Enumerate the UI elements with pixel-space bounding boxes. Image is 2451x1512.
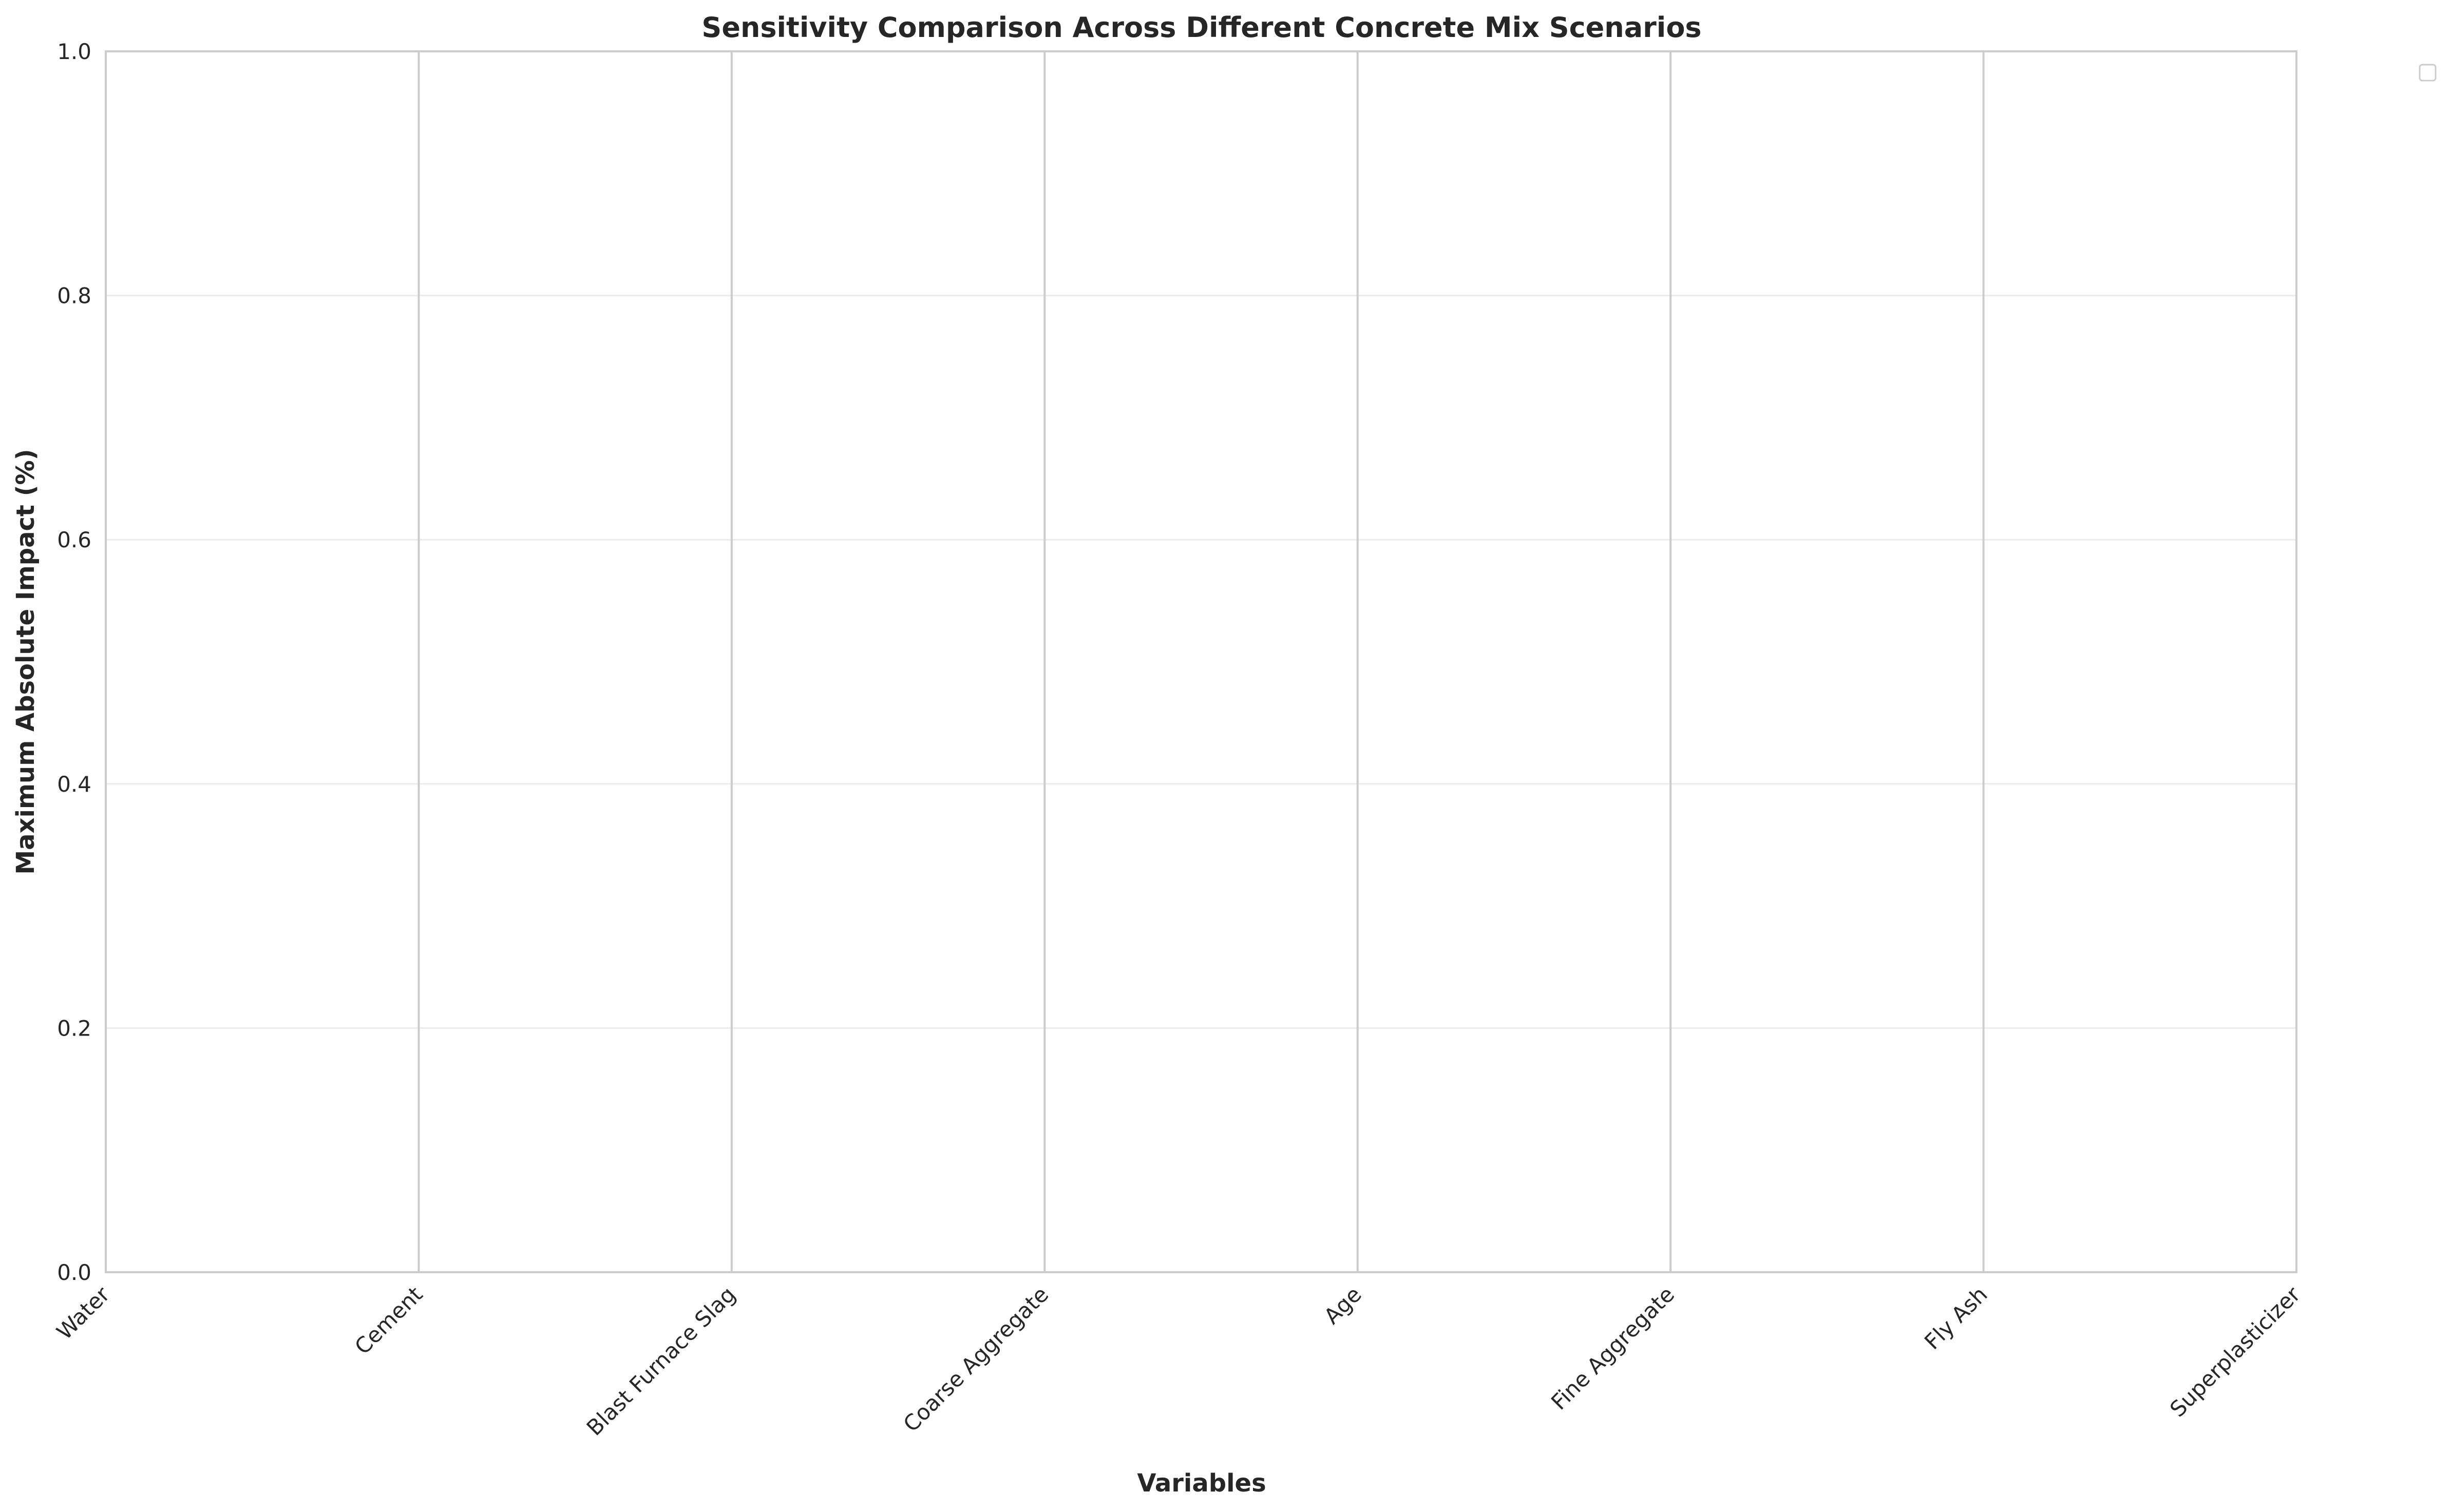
legend-box [2419, 64, 2437, 82]
x-tick-label: Fly Ash [1920, 1281, 1992, 1354]
chart-title: Sensitivity Comparison Across Different … [701, 11, 1701, 44]
x-axis-label: Variables [1137, 1469, 1266, 1498]
x-tick-label: Fine Aggregate [1546, 1281, 1679, 1414]
x-tick-label: Coarse Aggregate [898, 1281, 1053, 1437]
x-tick-label: Age [1319, 1281, 1366, 1329]
y-tick-label: 0.8 [57, 283, 91, 309]
y-axis-ticks: 0.0 0.2 0.4 0.6 0.8 1.0 [57, 39, 91, 1285]
x-tick-label: Water [52, 1281, 115, 1345]
y-tick-label: 0.2 [57, 1016, 91, 1041]
vertical-gridlines [417, 51, 1985, 1272]
y-tick-label: 0.4 [57, 772, 91, 797]
horizontal-gridlines [106, 295, 2296, 1029]
y-tick-label: 1.0 [57, 39, 91, 64]
y-axis-label: Maximum Absolute Impact (%) [11, 449, 40, 874]
x-tick-label: Cement [350, 1281, 427, 1359]
plot-frame [105, 50, 2297, 1273]
x-tick-label: Superplasticizer [2165, 1281, 2305, 1422]
y-tick-label: 0.0 [57, 1260, 91, 1285]
x-tick-label: Blast Furnace Slag [582, 1281, 740, 1440]
y-tick-label: 0.6 [57, 527, 91, 552]
x-axis-ticks: Water Cement Blast Furnace Slag Coarse Aggr… [52, 1281, 2306, 1441]
